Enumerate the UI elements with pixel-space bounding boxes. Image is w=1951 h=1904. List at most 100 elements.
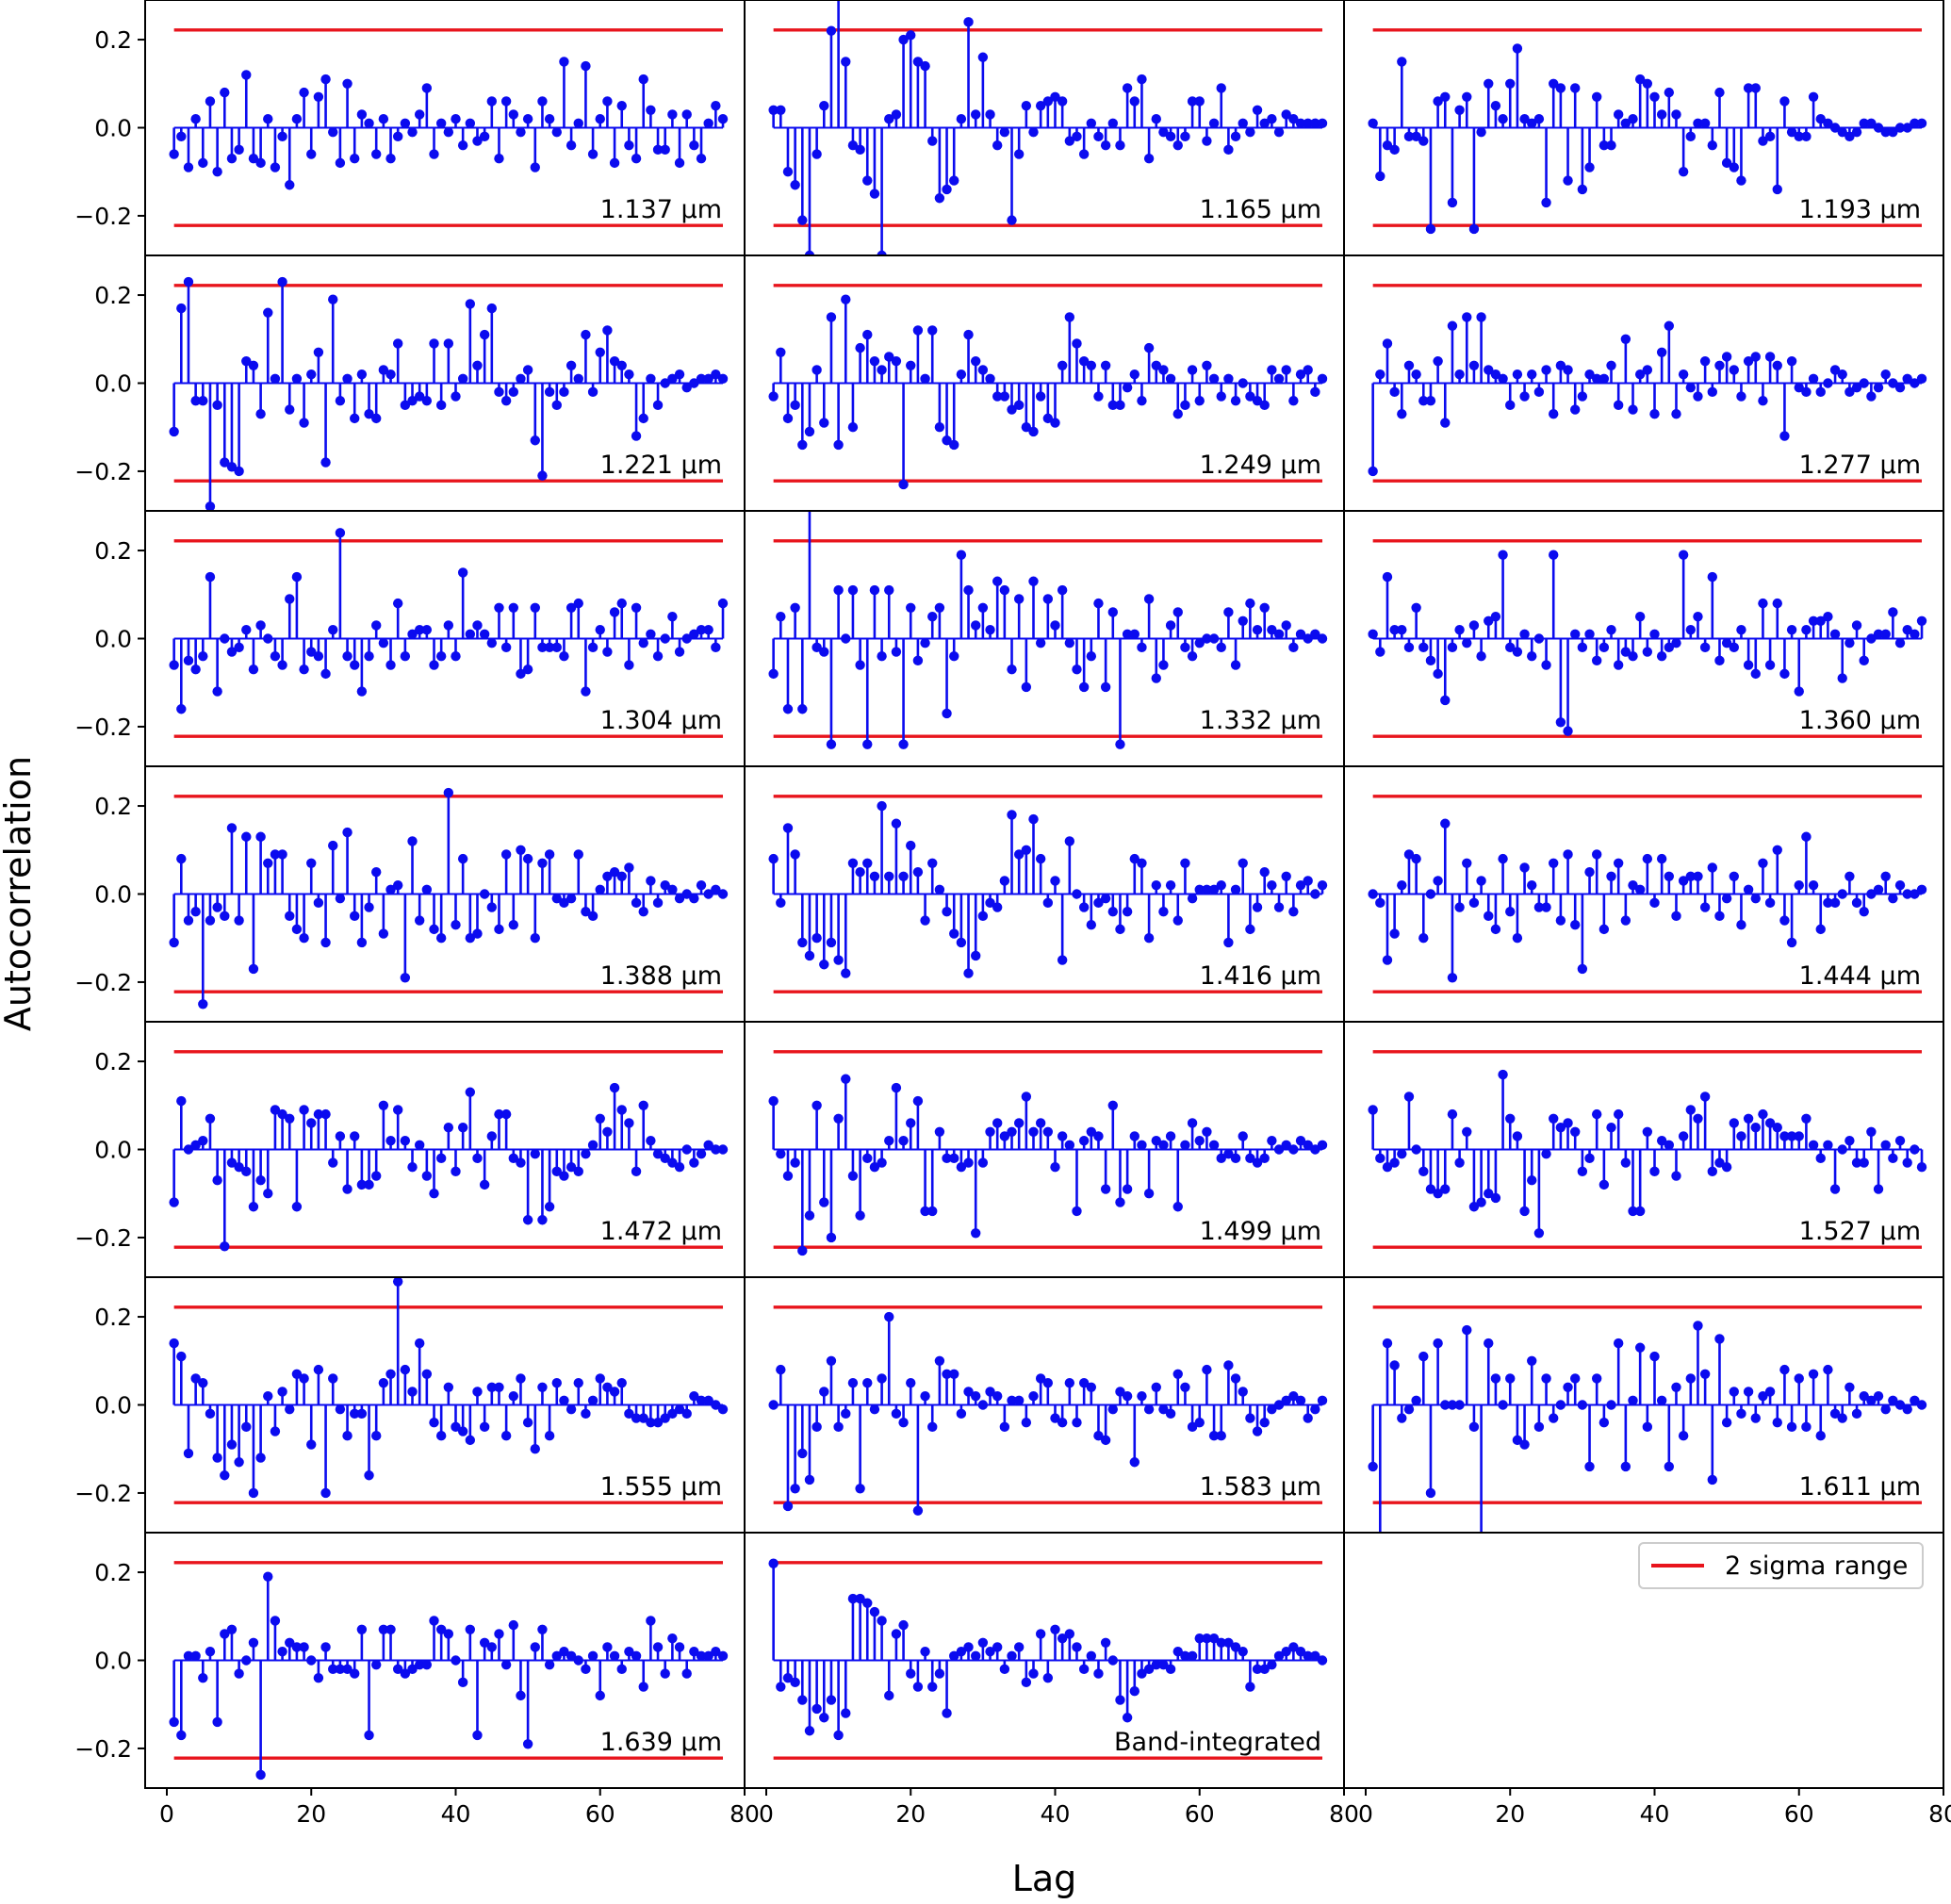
stem-marker xyxy=(667,884,678,895)
stem-marker xyxy=(1606,140,1616,151)
stem-marker xyxy=(1620,334,1631,344)
stem-marker xyxy=(306,1655,317,1666)
panel-9: 1.360 μm xyxy=(1343,510,1944,767)
stem-marker xyxy=(1613,109,1624,120)
stem-marker xyxy=(826,937,837,948)
stem-marker xyxy=(508,920,518,930)
stem-marker xyxy=(985,1387,995,1397)
stem-marker xyxy=(1172,409,1183,419)
stem-marker xyxy=(1707,1166,1717,1177)
stem-marker xyxy=(551,1650,562,1662)
stem-marker xyxy=(934,1126,945,1138)
stem-marker xyxy=(1368,1105,1378,1115)
panel-7: 1.304 μm−0.20.00.2 xyxy=(74,510,746,767)
stem-marker xyxy=(1786,126,1797,138)
stem-marker xyxy=(1143,594,1155,604)
y-tick-label: 0.2 xyxy=(94,1559,132,1586)
stem-marker xyxy=(1808,1140,1819,1151)
stem-marker xyxy=(1021,1677,1032,1688)
stem-marker xyxy=(1620,915,1631,926)
stem-marker xyxy=(1368,1461,1378,1472)
stem-marker xyxy=(277,1646,287,1657)
stem-marker xyxy=(1866,1126,1877,1138)
stem-marker xyxy=(234,915,244,926)
stem-marker xyxy=(1403,1403,1415,1415)
stem-marker xyxy=(1808,616,1819,627)
stem-marker xyxy=(522,365,533,375)
stem-marker xyxy=(1129,369,1139,380)
stem-marker xyxy=(220,1241,230,1252)
stem-marker xyxy=(1873,1184,1884,1194)
stem-marker xyxy=(392,1277,403,1287)
stem-marker xyxy=(1137,642,1147,653)
stem-marker xyxy=(1736,1131,1746,1141)
stem-marker xyxy=(516,845,526,855)
stem-marker xyxy=(1295,1646,1306,1657)
stem-marker xyxy=(1303,1140,1313,1151)
stem-marker xyxy=(977,1637,989,1649)
stem-marker xyxy=(768,1400,779,1410)
stem-marker xyxy=(1859,1390,1869,1402)
stem-marker xyxy=(1743,660,1754,670)
stem-marker xyxy=(1851,382,1862,393)
stem-marker xyxy=(1823,378,1833,388)
stem-marker xyxy=(1122,906,1133,917)
stem-marker xyxy=(1693,1113,1703,1124)
stem-marker xyxy=(891,1629,902,1639)
stem-marker xyxy=(234,1161,244,1173)
stem-marker xyxy=(1007,1650,1017,1662)
stem-marker xyxy=(782,1501,794,1512)
stem-marker xyxy=(667,373,678,385)
stem-marker xyxy=(313,1364,324,1375)
stem-marker xyxy=(1764,131,1776,142)
stem-marker xyxy=(1078,1664,1090,1675)
stem-marker xyxy=(906,360,916,371)
stem-marker xyxy=(1403,1092,1415,1102)
stem-marker xyxy=(1165,879,1176,891)
panel-19: 1.639 μm−0.20.00.20 20 40 60 80 xyxy=(74,1532,760,1828)
stem-marker xyxy=(1794,879,1804,891)
stem-marker xyxy=(1107,1403,1118,1415)
stem-marker xyxy=(1591,1373,1602,1384)
stem-marker xyxy=(1418,933,1429,944)
stem-marker xyxy=(884,352,894,362)
stem-marker xyxy=(1873,123,1884,133)
stem-marker xyxy=(371,413,382,424)
stem-marker xyxy=(992,1390,1003,1402)
stem-marker xyxy=(1107,118,1118,129)
stem-marker xyxy=(1519,1439,1530,1450)
stem-marker xyxy=(299,1373,309,1384)
stem-marker xyxy=(927,858,938,868)
stem-marker xyxy=(508,602,518,613)
stem-marker xyxy=(1078,1135,1090,1146)
stem-marker xyxy=(299,1105,309,1115)
stem-marker xyxy=(660,1413,670,1423)
stem-marker xyxy=(1606,1400,1616,1410)
stem-marker xyxy=(869,1161,880,1173)
stem-marker xyxy=(1541,1148,1551,1159)
stem-marker xyxy=(1375,897,1385,909)
stem-marker xyxy=(270,849,281,860)
stem-marker xyxy=(804,950,815,961)
stem-marker xyxy=(906,1668,916,1679)
stem-marker xyxy=(291,571,303,583)
stem-marker xyxy=(869,189,880,199)
stem-marker xyxy=(176,1351,187,1362)
stem-marker xyxy=(1303,1650,1313,1662)
stem-marker xyxy=(862,1598,873,1608)
stem-marker xyxy=(1750,1413,1761,1423)
stem-marker xyxy=(1902,624,1912,635)
stem-marker xyxy=(927,1421,938,1433)
stem-marker xyxy=(1859,655,1869,666)
stem-marker xyxy=(1880,1403,1891,1415)
stem-marker xyxy=(833,1113,844,1124)
panel-wavelength-label: 1.193 μm xyxy=(1799,195,1921,224)
stem-marker xyxy=(660,378,670,388)
stem-marker xyxy=(826,25,837,36)
stem-marker xyxy=(1628,650,1638,662)
stem-marker xyxy=(1563,849,1573,860)
stem-marker xyxy=(1729,1387,1739,1397)
stem-marker xyxy=(949,1153,959,1164)
stem-marker xyxy=(1064,637,1075,648)
stem-marker xyxy=(1107,400,1118,411)
